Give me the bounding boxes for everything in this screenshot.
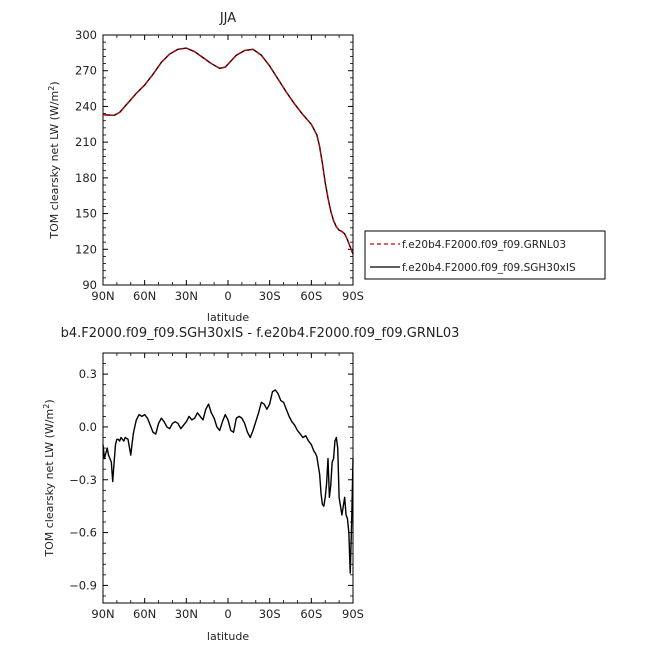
top-panel: JJA 90N 60N 30N 0 30S 60S 90S 90 120 150 180 210 240… (47, 11, 364, 324)
bottom-x-tick-label: 30N (175, 607, 198, 621)
top-y-tick-label: 300 (75, 28, 97, 42)
top-x-tick-label: 30S (259, 289, 281, 303)
top-x-tick-label: 90N (91, 289, 114, 303)
bottom-y-tick-label: 0.0 (79, 420, 97, 434)
top-x-tick-label: 0 (224, 289, 231, 303)
bottom-series-line-0 (102, 389, 354, 574)
top-x-tick-label: 60N (133, 289, 156, 303)
bottom-panel: b4.F2000.f09_f09.SGH30xIS - f.e20b4.F200… (42, 326, 460, 643)
top-series-line-0 (102, 47, 354, 255)
top-plot-frame (102, 34, 354, 286)
top-y-axis-label: TOM clearsky net LW (W/m2) (47, 81, 62, 239)
top-y-tick-label: 270 (75, 64, 97, 78)
legend: f.e20b4.F2000.f09_f09.GRNL03 f.e20b4.F20… (364, 230, 606, 280)
legend-box (364, 230, 606, 280)
bottom-title: b4.F2000.f09_f09.SGH30xIS - f.e20b4.F200… (61, 326, 460, 341)
bottom-series (102, 389, 354, 574)
bottom-x-tick-label: 0 (224, 607, 231, 621)
bottom-x-tick-label: 60S (300, 607, 322, 621)
top-x-tick-label: 60S (300, 289, 322, 303)
top-y-tick-label: 240 (75, 99, 97, 113)
bottom-x-tick-label: 30S (259, 607, 281, 621)
top-title: JJA (219, 11, 236, 26)
top-y-tick-label: 120 (75, 242, 97, 256)
top-x-tick-label: 30N (175, 289, 198, 303)
top-y-tick-label: 210 (75, 135, 97, 149)
bottom-x-axis-label: latitude (207, 630, 249, 643)
top-y-tick-label: 180 (75, 171, 97, 185)
bottom-x-tick-label: 90S (342, 607, 364, 621)
bottom-x-tick-label: 90N (91, 607, 114, 621)
bottom-plot-frame (102, 352, 354, 604)
top-series-line-1 (102, 47, 354, 255)
top-series (102, 47, 354, 255)
bottom-y-tick-label: −0.3 (69, 473, 97, 487)
top-x-axis-label: latitude (207, 311, 249, 324)
top-x-tick-label: 90S (342, 289, 364, 303)
legend-label-grnl03: f.e20b4.F2000.f09_f09.GRNL03 (402, 239, 566, 251)
top-y-tick-label: 150 (75, 207, 97, 221)
bottom-y-tick-label: 0.3 (79, 367, 97, 381)
top-y-tick-label: 90 (82, 278, 97, 292)
legend-label-sgh30xis: f.e20b4.F2000.f09_f09.SGH30xIS (402, 262, 576, 274)
top-ticks: 90N 60N 30N 0 30S 60S 90S 90 120 150 180 210 240 270 3… (75, 28, 364, 303)
bottom-x-tick-label: 60N (133, 607, 156, 621)
bottom-y-tick-label: −0.6 (69, 526, 97, 540)
bottom-y-axis-label: TOM clearsky net LW (W/m2) (42, 399, 57, 557)
bottom-ticks: 90N 60N 30N 0 30S 60S 90S 0.3 0.0 −0.3 −0.6 −0.9 (69, 352, 364, 621)
bottom-y-tick-label: −0.9 (69, 578, 97, 592)
